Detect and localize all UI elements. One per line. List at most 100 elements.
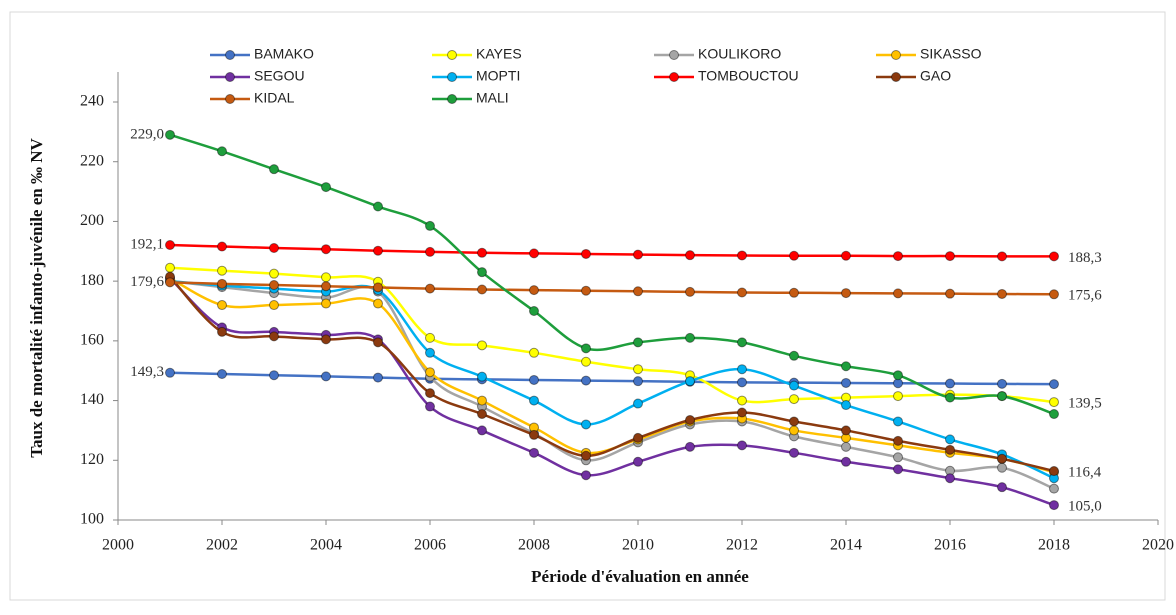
data-point (529, 395, 539, 406)
data-point (893, 251, 903, 262)
data-point (789, 416, 799, 427)
data-point (893, 288, 903, 299)
data-point (1049, 500, 1059, 511)
data-point (477, 267, 487, 278)
data-point (269, 331, 279, 342)
data-label: 105,0 (1068, 499, 1102, 515)
data-point (789, 350, 799, 361)
data-point (373, 337, 383, 348)
data-point (997, 251, 1007, 262)
data-point (789, 425, 799, 436)
data-point (529, 248, 539, 259)
data-point (633, 286, 643, 297)
data-point (217, 326, 227, 337)
data-point (945, 378, 955, 389)
legend-marker (447, 94, 457, 104)
data-point (945, 251, 955, 262)
data-point (633, 249, 643, 260)
data-label: 175,6 (1068, 288, 1102, 304)
data-point (737, 395, 747, 406)
legend-label: KIDAL (254, 90, 295, 106)
legend-marker (225, 50, 235, 60)
data-point (945, 392, 955, 403)
data-point (321, 281, 331, 292)
data-point (165, 367, 175, 378)
x-tick-label: 2006 (414, 537, 446, 554)
data-point (269, 243, 279, 254)
data-point (633, 432, 643, 443)
data-point (269, 268, 279, 279)
legend-label: KAYES (476, 46, 522, 62)
data-point (477, 409, 487, 420)
data-point (269, 164, 279, 175)
data-point (477, 284, 487, 295)
data-point (373, 245, 383, 256)
data-point (425, 283, 435, 294)
data-point (737, 364, 747, 375)
data-point (737, 250, 747, 261)
legend-marker (891, 50, 901, 60)
legend-label: GAO (920, 68, 951, 84)
data-point (893, 452, 903, 463)
data-point (997, 482, 1007, 493)
data-point (737, 407, 747, 418)
data-point (789, 394, 799, 405)
data-point (217, 278, 227, 289)
data-point (997, 378, 1007, 389)
data-point (581, 419, 591, 430)
data-point (997, 288, 1007, 299)
data-point (685, 441, 695, 452)
y-tick-label: 100 (80, 511, 104, 528)
x-tick-label: 2014 (830, 537, 862, 554)
legend-marker (225, 72, 235, 82)
x-tick-label: 2000 (102, 537, 134, 554)
data-point (893, 464, 903, 475)
x-tick-label: 2012 (726, 537, 758, 554)
data-point (529, 306, 539, 316)
data-point (529, 429, 539, 440)
data-point (529, 374, 539, 385)
data-point (997, 453, 1007, 464)
data-point (1049, 379, 1059, 390)
legend-label: MOPTI (476, 68, 520, 84)
data-point (685, 414, 695, 425)
data-point (633, 398, 643, 409)
data-point (945, 473, 955, 484)
data-point (321, 182, 331, 193)
legend-label: KOULIKORO (698, 46, 781, 62)
data-point (737, 440, 747, 451)
data-point (529, 285, 539, 296)
x-tick-label: 2010 (622, 537, 654, 554)
data-point (269, 280, 279, 291)
data-point (1049, 483, 1059, 494)
data-point (1049, 409, 1059, 420)
data-point (945, 434, 955, 445)
y-tick-label: 140 (80, 391, 104, 408)
data-point (581, 343, 591, 354)
data-point (997, 462, 1007, 473)
data-point (477, 340, 487, 351)
legend-label: TOMBOUCTOU (698, 68, 799, 84)
data-point (789, 250, 799, 261)
data-point (321, 298, 331, 309)
legend-marker (447, 50, 457, 60)
data-point (1049, 251, 1059, 262)
legend-marker (225, 94, 235, 104)
data-point (165, 262, 175, 273)
data-point (165, 277, 175, 288)
data-point (685, 376, 695, 387)
data-label: 149,3 (130, 364, 164, 380)
data-point (581, 470, 591, 481)
data-point (373, 282, 383, 293)
data-point (321, 272, 331, 283)
data-point (165, 240, 175, 251)
data-point (633, 337, 643, 348)
legend-marker (669, 72, 679, 82)
y-tick-label: 240 (80, 93, 104, 110)
y-axis-title: Taux de mortalité infanto-juvénile en ‰ … (27, 138, 46, 458)
data-point (529, 347, 539, 358)
legend-marker (891, 72, 901, 82)
data-point (1049, 397, 1059, 408)
data-point (581, 248, 591, 259)
data-point (997, 391, 1007, 402)
